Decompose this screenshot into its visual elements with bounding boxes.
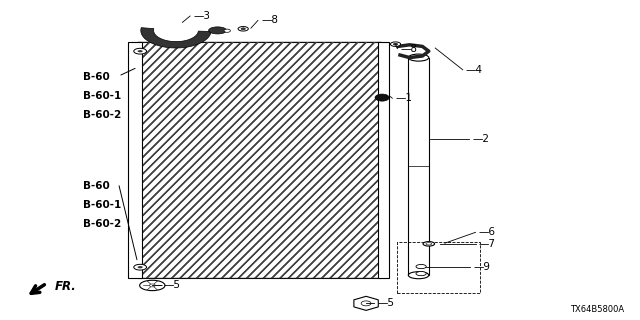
Text: —8: —8 <box>401 44 418 54</box>
Text: B-60-2: B-60-2 <box>83 219 122 229</box>
Bar <box>408 58 429 275</box>
Ellipse shape <box>238 27 248 31</box>
Text: TX64B5800A: TX64B5800A <box>570 305 624 314</box>
Ellipse shape <box>423 242 435 246</box>
Ellipse shape <box>140 280 165 291</box>
Ellipse shape <box>134 264 147 270</box>
Bar <box>138 42 381 278</box>
Ellipse shape <box>209 27 227 34</box>
Ellipse shape <box>224 29 230 32</box>
Text: B-60-2: B-60-2 <box>83 110 122 120</box>
Ellipse shape <box>241 28 246 30</box>
Polygon shape <box>354 296 378 310</box>
Text: B-60-1: B-60-1 <box>83 91 122 101</box>
Text: —2: —2 <box>472 134 490 144</box>
Ellipse shape <box>134 48 147 54</box>
Ellipse shape <box>375 94 389 101</box>
Text: —8: —8 <box>261 15 278 26</box>
Text: —6: —6 <box>479 227 496 237</box>
Ellipse shape <box>416 271 426 276</box>
Text: —1: —1 <box>396 93 413 103</box>
Text: —5: —5 <box>164 280 181 291</box>
Ellipse shape <box>361 301 371 306</box>
Ellipse shape <box>416 264 426 268</box>
Text: —5: —5 <box>378 298 395 308</box>
Text: B-60: B-60 <box>83 180 110 191</box>
Ellipse shape <box>138 266 143 268</box>
Bar <box>378 42 389 278</box>
Bar <box>128 42 142 278</box>
Ellipse shape <box>408 272 429 279</box>
Ellipse shape <box>393 43 398 45</box>
Text: —7: —7 <box>479 239 496 249</box>
Text: —3: —3 <box>193 11 211 21</box>
Text: FR.: FR. <box>54 280 76 293</box>
Ellipse shape <box>150 284 155 287</box>
Text: B-60: B-60 <box>83 72 110 82</box>
Text: B-60-1: B-60-1 <box>83 200 122 210</box>
Text: —4: —4 <box>466 65 483 75</box>
Ellipse shape <box>390 42 401 46</box>
Text: —9: —9 <box>474 261 491 272</box>
Ellipse shape <box>426 243 432 245</box>
Ellipse shape <box>408 54 429 61</box>
Bar <box>138 42 381 278</box>
Ellipse shape <box>138 50 143 52</box>
Polygon shape <box>141 28 211 48</box>
